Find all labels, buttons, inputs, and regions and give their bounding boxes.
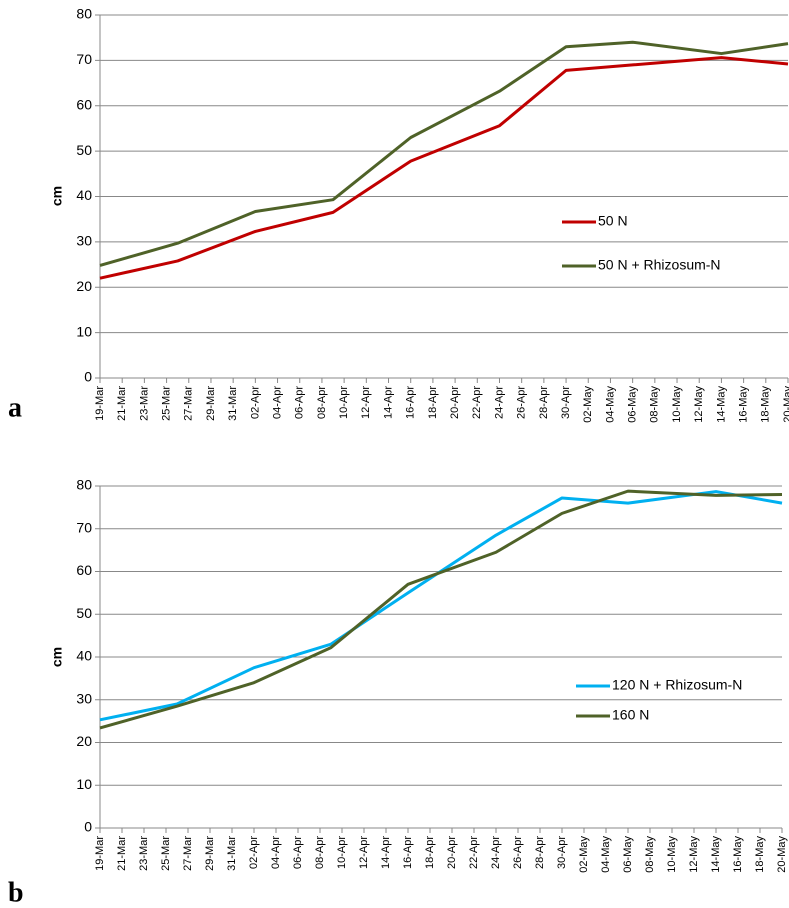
y-tick-label: 40 xyxy=(76,648,92,664)
y-tick-label: 20 xyxy=(76,733,92,749)
x-tick-label: 10-Apr xyxy=(336,836,348,869)
x-tick-label: 20-Apr xyxy=(449,386,461,419)
x-tick-label: 08-May xyxy=(644,836,656,873)
x-tick-label: 12-May xyxy=(693,386,705,423)
y-tick-label: 10 xyxy=(76,776,92,792)
y-axis-label: cm xyxy=(49,186,65,206)
y-tick-label: 60 xyxy=(76,562,92,578)
x-tick-label: 16-Apr xyxy=(405,386,417,419)
y-tick-label: 40 xyxy=(76,187,92,203)
x-tick-label: 16-Apr xyxy=(402,836,414,869)
x-tick-label: 31-Mar xyxy=(227,386,239,421)
x-tick-label: 14-Apr xyxy=(382,386,394,419)
x-tick-label: 08-May xyxy=(649,386,661,423)
x-tick-label: 25-Mar xyxy=(160,386,172,421)
x-tick-label: 26-Apr xyxy=(512,836,524,869)
x-tick-label: 21-Mar xyxy=(116,386,128,421)
x-tick-label: 02-May xyxy=(578,836,590,873)
x-tick-label: 12-Apr xyxy=(358,836,370,869)
x-tick-label: 19-Mar xyxy=(94,836,106,871)
x-tick-label: 12-May xyxy=(688,836,700,873)
x-tick-label: 30-Apr xyxy=(556,836,568,869)
x-tick-label: 20-May xyxy=(782,386,789,423)
series-line xyxy=(99,56,789,280)
x-tick-label: 08-Apr xyxy=(316,386,328,419)
x-tick-label: 06-Apr xyxy=(294,386,306,419)
x-tick-label: 27-Mar xyxy=(182,836,194,871)
x-tick-label: 29-Mar xyxy=(205,386,217,421)
x-tick-label: 08-Apr xyxy=(314,836,326,869)
x-tick-label: 04-Apr xyxy=(270,836,282,869)
y-tick-label: 70 xyxy=(76,519,92,535)
x-tick-label: 28-Apr xyxy=(538,386,550,419)
x-tick-label: 28-Apr xyxy=(534,836,546,869)
x-tick-label: 14-Apr xyxy=(380,836,392,869)
panel-label: a xyxy=(8,392,22,423)
y-tick-label: 50 xyxy=(76,605,92,621)
x-tick-label: 20-May xyxy=(776,836,788,873)
legend-label: 160 N xyxy=(612,707,649,723)
y-tick-label: 10 xyxy=(76,323,92,339)
series-line xyxy=(99,489,783,730)
x-tick-label: 04-May xyxy=(604,386,616,423)
y-tick-label: 30 xyxy=(76,690,92,706)
y-tick-label: 80 xyxy=(76,6,92,22)
x-tick-label: 30-Apr xyxy=(560,386,572,419)
x-tick-label: 21-Mar xyxy=(116,836,128,871)
x-tick-label: 22-Apr xyxy=(471,386,483,419)
y-tick-label: 0 xyxy=(84,819,92,835)
x-tick-label: 02-May xyxy=(582,386,594,423)
legend-label: 50 N + Rhizosum-N xyxy=(598,257,721,273)
x-tick-label: 06-May xyxy=(627,386,639,423)
x-tick-label: 26-Apr xyxy=(516,386,528,419)
x-tick-label: 27-Mar xyxy=(183,386,195,421)
x-tick-label: 10-Apr xyxy=(338,386,350,419)
x-tick-label: 24-Apr xyxy=(490,836,502,869)
x-tick-label: 04-May xyxy=(600,836,612,873)
x-tick-label: 20-Apr xyxy=(446,836,458,869)
x-tick-label: 18-May xyxy=(760,386,772,423)
x-tick-label: 22-Apr xyxy=(468,836,480,869)
y-tick-label: 60 xyxy=(76,96,92,112)
x-tick-label: 10-May xyxy=(666,836,678,873)
series-line xyxy=(99,40,789,267)
x-tick-label: 02-Apr xyxy=(249,386,261,419)
x-tick-label: 24-Apr xyxy=(493,386,505,419)
x-tick-label: 23-Mar xyxy=(138,386,150,421)
x-tick-label: 29-Mar xyxy=(204,836,216,871)
legend-label: 50 N xyxy=(598,213,628,229)
x-tick-label: 06-May xyxy=(622,836,634,873)
y-tick-label: 30 xyxy=(76,233,92,249)
x-tick-label: 25-Mar xyxy=(160,836,172,871)
x-tick-label: 18-Apr xyxy=(427,386,439,419)
y-tick-label: 20 xyxy=(76,278,92,294)
legend-label: 120 N + Rhizosum-N xyxy=(612,677,742,693)
x-tick-label: 06-Apr xyxy=(292,836,304,869)
x-tick-label: 16-May xyxy=(738,386,750,423)
series-line xyxy=(99,490,783,722)
x-tick-label: 31-Mar xyxy=(226,836,238,871)
y-tick-label: 80 xyxy=(76,477,92,493)
x-tick-label: 14-May xyxy=(715,386,727,423)
x-tick-label: 18-May xyxy=(754,836,766,873)
x-tick-label: 18-Apr xyxy=(424,836,436,869)
y-axis-label: cm xyxy=(49,647,65,667)
x-tick-label: 04-Apr xyxy=(271,386,283,419)
x-tick-label: 14-May xyxy=(710,836,722,873)
x-tick-label: 12-Apr xyxy=(360,386,372,419)
x-tick-label: 16-May xyxy=(732,836,744,873)
panel-label: b xyxy=(8,877,24,908)
x-tick-label: 02-Apr xyxy=(248,836,260,869)
y-tick-label: 50 xyxy=(76,142,92,158)
x-tick-label: 23-Mar xyxy=(138,836,150,871)
x-tick-label: 19-Mar xyxy=(94,386,106,421)
x-tick-label: 10-May xyxy=(671,386,683,423)
y-tick-label: 70 xyxy=(76,51,92,67)
y-tick-label: 0 xyxy=(84,369,92,385)
